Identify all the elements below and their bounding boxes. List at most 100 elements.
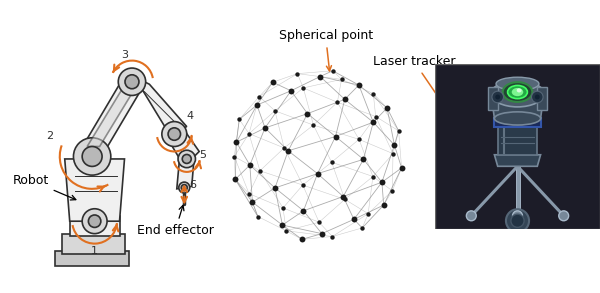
- Point: [293, 71, 302, 76]
- Point: [302, 111, 312, 116]
- Polygon shape: [65, 159, 125, 221]
- Circle shape: [182, 154, 191, 163]
- Point: [268, 80, 277, 85]
- Circle shape: [82, 146, 102, 166]
- Circle shape: [492, 91, 503, 103]
- Ellipse shape: [512, 88, 523, 96]
- Polygon shape: [538, 87, 547, 110]
- Text: Spherical point: Spherical point: [278, 29, 373, 71]
- Point: [388, 188, 397, 193]
- Circle shape: [466, 211, 476, 221]
- Point: [252, 103, 262, 108]
- Point: [270, 185, 280, 190]
- Point: [299, 86, 308, 90]
- Circle shape: [178, 150, 196, 168]
- Ellipse shape: [494, 112, 541, 125]
- Polygon shape: [494, 155, 541, 166]
- Point: [377, 180, 387, 185]
- Circle shape: [511, 214, 524, 227]
- Polygon shape: [55, 251, 130, 266]
- Text: 4: 4: [187, 111, 194, 121]
- Point: [229, 154, 239, 159]
- Point: [314, 220, 324, 224]
- Circle shape: [179, 182, 190, 193]
- Point: [359, 157, 368, 162]
- Polygon shape: [498, 127, 538, 155]
- Text: 6: 6: [190, 180, 196, 190]
- Point: [230, 177, 240, 182]
- Point: [358, 226, 367, 230]
- Circle shape: [125, 75, 139, 89]
- Point: [299, 208, 308, 213]
- Polygon shape: [491, 94, 544, 118]
- Ellipse shape: [496, 77, 539, 91]
- Point: [297, 237, 307, 242]
- Point: [281, 229, 291, 233]
- Point: [394, 128, 403, 133]
- Point: [340, 197, 350, 202]
- Point: [278, 223, 287, 227]
- Point: [354, 137, 364, 142]
- Text: 3: 3: [121, 50, 128, 60]
- Point: [235, 117, 244, 122]
- Text: End effector: End effector: [137, 205, 214, 237]
- Ellipse shape: [508, 86, 527, 99]
- Point: [327, 160, 337, 165]
- Point: [379, 203, 388, 207]
- Circle shape: [506, 209, 529, 232]
- Polygon shape: [177, 156, 194, 189]
- Ellipse shape: [503, 82, 532, 102]
- Point: [308, 123, 318, 127]
- Point: [397, 166, 406, 170]
- Point: [255, 168, 265, 173]
- Polygon shape: [488, 87, 498, 110]
- Point: [313, 171, 322, 176]
- Ellipse shape: [517, 88, 521, 93]
- Point: [253, 214, 263, 219]
- Point: [248, 200, 257, 205]
- Point: [389, 143, 399, 147]
- Point: [371, 114, 380, 119]
- Point: [280, 146, 289, 150]
- Polygon shape: [70, 216, 119, 236]
- Point: [270, 108, 280, 113]
- Point: [340, 97, 350, 102]
- Circle shape: [559, 211, 569, 221]
- Circle shape: [82, 209, 107, 234]
- Point: [254, 94, 264, 99]
- Point: [286, 88, 296, 93]
- Polygon shape: [169, 127, 199, 166]
- Point: [368, 120, 378, 125]
- Point: [328, 234, 337, 239]
- Circle shape: [73, 138, 111, 175]
- Point: [283, 149, 293, 153]
- Point: [331, 134, 340, 139]
- Point: [244, 131, 254, 136]
- Point: [317, 231, 326, 236]
- Point: [337, 77, 346, 82]
- Point: [368, 91, 378, 96]
- Text: 2: 2: [46, 131, 53, 141]
- Point: [338, 194, 348, 199]
- Point: [382, 105, 392, 110]
- Polygon shape: [494, 118, 541, 127]
- Polygon shape: [87, 89, 134, 146]
- Circle shape: [118, 68, 146, 96]
- Polygon shape: [80, 84, 145, 151]
- Circle shape: [181, 185, 187, 190]
- Point: [316, 74, 325, 79]
- Point: [368, 174, 378, 179]
- Point: [244, 191, 254, 196]
- Text: 5: 5: [199, 150, 206, 160]
- Text: 1: 1: [91, 246, 98, 256]
- Point: [364, 211, 373, 216]
- Circle shape: [532, 91, 543, 103]
- Polygon shape: [435, 64, 600, 229]
- Circle shape: [162, 122, 187, 146]
- Point: [245, 163, 254, 167]
- Circle shape: [512, 211, 523, 221]
- Circle shape: [168, 128, 181, 140]
- Point: [354, 83, 364, 87]
- Polygon shape: [62, 234, 125, 253]
- Circle shape: [88, 215, 101, 227]
